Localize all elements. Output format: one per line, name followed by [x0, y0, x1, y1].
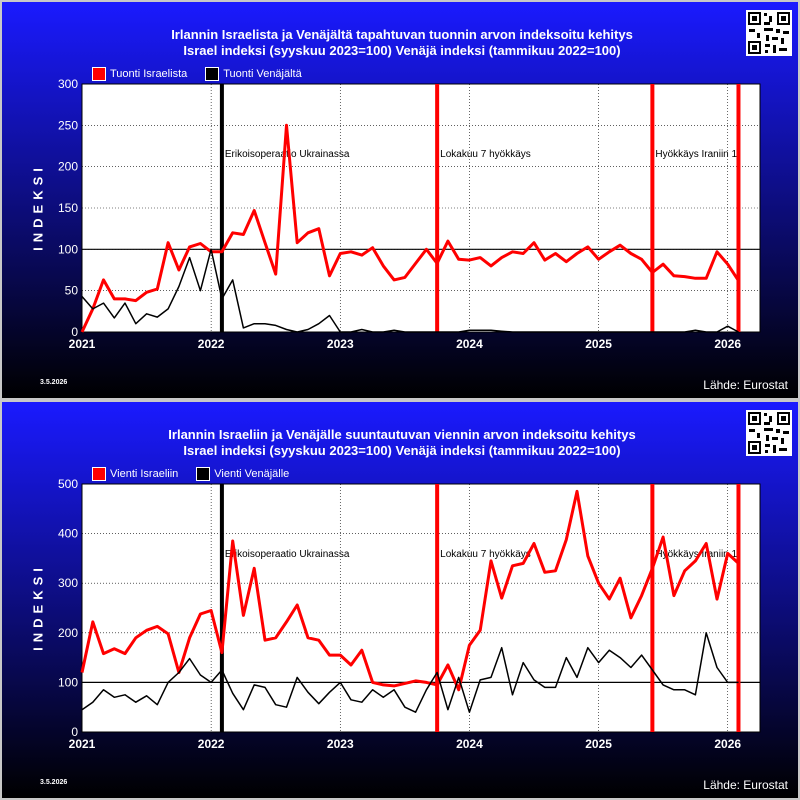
y-tick-label: 200: [58, 626, 78, 640]
x-tick-label: 2026: [714, 337, 741, 351]
legend-swatch-russia: [205, 67, 220, 81]
x-tick-label: 2025: [585, 737, 612, 751]
x-tick-label: 2022: [198, 337, 225, 351]
y-tick-label: 300: [58, 77, 78, 91]
qr-code-icon: [746, 410, 792, 456]
y-tick-label: 250: [58, 118, 78, 132]
chart-legend: Vienti Israeliin Vienti Venäjälle: [92, 466, 307, 482]
chart-subtitle: Israel indeksi (syyskuu 2023=100) Venäjä…: [183, 43, 621, 58]
y-tick-label: 0: [71, 725, 78, 739]
legend-swatch-israel: [92, 67, 106, 81]
chart-title: Irlannin Israelista ja Venäjältä tapahtu…: [171, 27, 633, 42]
y-tick-label: 100: [58, 242, 78, 256]
series-line-israel: [80, 489, 740, 692]
qr-code-icon: [746, 10, 792, 56]
x-tick-label: 2024: [456, 337, 483, 351]
x-tick-label: 2022: [198, 737, 225, 751]
y-tick-label: 500: [58, 477, 78, 491]
event-label: Erikoisoperaatio Ukrainassa: [225, 149, 350, 160]
series-line-israel: [80, 123, 740, 333]
chart-title: Irlannin Israeliin ja Venäjälle suuntaut…: [168, 427, 636, 442]
export-chart-panel: Irlannin Israeliin ja Venäjälle suuntaut…: [0, 400, 800, 800]
legend-label-israel: Vienti Israeliin: [110, 468, 179, 480]
x-tick-label: 2026: [714, 737, 741, 751]
plot-area: 0 50 100 150 200 250 300 2021 2022 2023 2024 2025 20…: [58, 77, 761, 351]
event-label: Lokakuu 7 hyökkäys: [440, 149, 531, 160]
plot-area: 0 100 200 300 400 500 2021 2022 2023 2024 2025 2026…: [58, 477, 761, 751]
y-tick-label: 100: [58, 675, 78, 689]
legend-swatch-israel: [92, 467, 106, 481]
event-label: Erikoisoperaatio Ukrainassa: [225, 549, 350, 560]
y-tick-label: 300: [58, 576, 78, 590]
x-tick-label: 2021: [69, 737, 96, 751]
y-tick-label: 200: [58, 160, 78, 174]
y-tick-label: 50: [65, 284, 79, 298]
x-tick-label: 2025: [585, 337, 612, 351]
import-chart-panel: Irlannin Israelista ja Venäjältä tapahtu…: [0, 0, 800, 400]
x-tick-label: 2023: [327, 737, 354, 751]
series-line-russia: [81, 248, 739, 333]
event-label: Hyökkäys Iraniin 1: [655, 149, 737, 160]
x-tick-label: 2021: [69, 337, 96, 351]
chart-subtitle: Israel indeksi (syyskuu 2023=100) Venäjä…: [183, 443, 621, 458]
series-line-russia: [81, 632, 739, 713]
y-tick-label: 150: [58, 201, 78, 215]
source-label: Lähde: Eurostat: [703, 378, 788, 392]
event-label: Lokakuu 7 hyökkäys: [440, 549, 531, 560]
plot-frame: [81, 483, 761, 733]
legend-label-russia: Tuonti Venäjältä: [223, 68, 302, 80]
event-label: Hyökkäys Iraniin 1: [655, 549, 737, 560]
x-tick-label: 2023: [327, 337, 354, 351]
legend-swatch-russia: [196, 467, 211, 481]
legend-label-israel: Tuonti Israelista: [110, 68, 188, 80]
chart-legend: Tuonti Israelista Tuonti Venäjältä: [92, 66, 320, 82]
legend-label-russia: Vienti Venäjälle: [214, 468, 290, 480]
report-date: 3.5.2026: [40, 379, 68, 386]
x-tick-label: 2024: [456, 737, 483, 751]
source-label: Lähde: Eurostat: [703, 778, 788, 792]
y-tick-label: 0: [71, 325, 78, 339]
report-date: 3.5.2026: [40, 779, 68, 786]
y-tick-label: 400: [58, 527, 78, 541]
